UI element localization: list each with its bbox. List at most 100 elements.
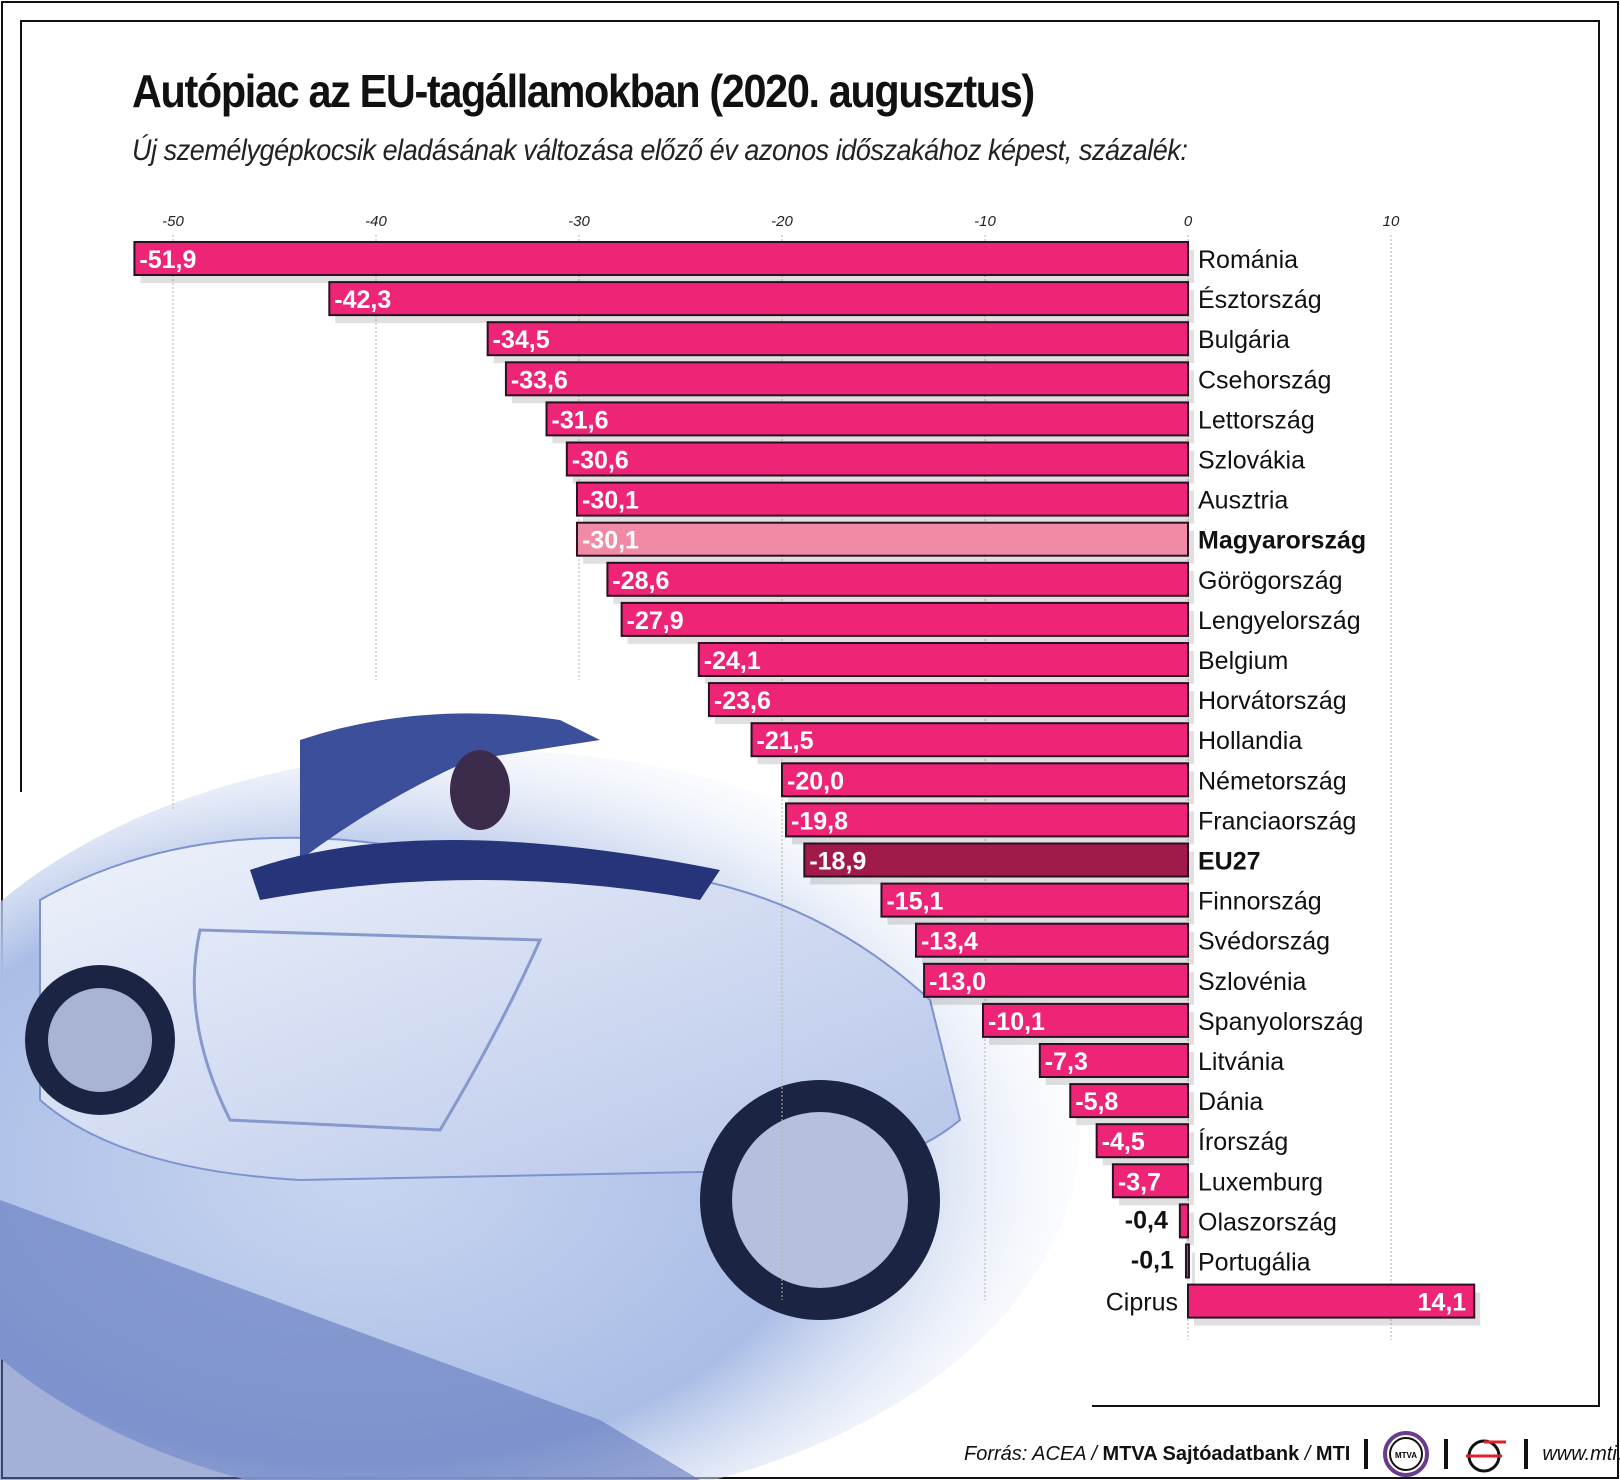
- bar-shadow: [1191, 1252, 1195, 1286]
- chart-subtitle: Új személygépkocsik eladásának változása…: [132, 134, 1188, 167]
- bar: [1095, 1123, 1190, 1159]
- bar: [981, 1002, 1189, 1038]
- category-label: Észtország: [1198, 285, 1322, 314]
- source-mti: MTI: [1315, 1442, 1351, 1465]
- x-tick-label: -20: [771, 213, 793, 230]
- bar-shadow: [1185, 1212, 1194, 1246]
- category-label: Csehország: [1198, 366, 1331, 394]
- bar: [545, 401, 1189, 437]
- mtva-logo-icon: MTVA: [1383, 1431, 1430, 1477]
- data-label: -34,5: [493, 326, 550, 354]
- data-label: -0,1: [1131, 1247, 1174, 1275]
- svg-text:MTVA: MTVA: [1395, 1451, 1417, 1460]
- frame-line: [20, 20, 22, 792]
- data-label: -33,6: [511, 366, 568, 394]
- bar: [1184, 1243, 1190, 1279]
- data-label: -4,5: [1102, 1128, 1145, 1156]
- data-label: -23,6: [714, 687, 771, 715]
- category-label: Franciaország: [1198, 807, 1356, 835]
- source-databank: MTVA Sajtóadatbank: [1102, 1442, 1300, 1465]
- bar: [1069, 1083, 1190, 1119]
- category-label: Magyarország: [1198, 527, 1366, 555]
- bar: [803, 842, 1190, 878]
- data-label: -30,1: [582, 527, 639, 555]
- bar: [785, 802, 1189, 838]
- category-label: Lengyelország: [1198, 607, 1361, 635]
- bar: [133, 241, 1189, 276]
- x-tick-label: 10: [1383, 213, 1400, 230]
- category-label: Luxemburg: [1198, 1168, 1323, 1196]
- bar: [1187, 1283, 1476, 1319]
- bar: [697, 642, 1190, 677]
- category-label: Szlovákia: [1198, 447, 1305, 475]
- bar: [1038, 1043, 1190, 1078]
- data-label: -20,0: [787, 767, 844, 795]
- bar: [880, 882, 1189, 918]
- category-label: Olaszország: [1198, 1208, 1337, 1236]
- bar: [1178, 1203, 1190, 1239]
- category-label: Szlovénia: [1198, 968, 1306, 996]
- data-label: -10,1: [988, 1008, 1045, 1036]
- data-label: -28,6: [612, 567, 669, 595]
- bar: [923, 962, 1189, 998]
- category-label: Svédország: [1198, 928, 1330, 956]
- category-label: Németország: [1198, 767, 1347, 795]
- data-label: -51,9: [139, 246, 196, 274]
- data-label: -13,0: [929, 968, 986, 996]
- data-label: -19,8: [791, 807, 848, 835]
- divider: [1524, 1439, 1529, 1469]
- category-label: Belgium: [1198, 647, 1288, 675]
- data-label: -27,9: [627, 607, 684, 635]
- category-label: Litvánia: [1198, 1048, 1284, 1076]
- x-tick-label: -50: [162, 213, 184, 230]
- category-label: Portugália: [1198, 1249, 1311, 1277]
- bar: [750, 722, 1189, 758]
- category-label: Ciprus: [1106, 1289, 1178, 1317]
- data-label: -13,4: [921, 928, 978, 956]
- bar: [914, 922, 1189, 958]
- category-label: Lettország: [1198, 406, 1315, 434]
- frame-line: [1092, 1405, 1600, 1407]
- category-label: Görögország: [1198, 567, 1343, 595]
- category-label: Ausztria: [1198, 487, 1288, 515]
- bar: [504, 361, 1190, 397]
- category-label: EU27: [1198, 848, 1261, 876]
- frame-line: [20, 20, 1600, 22]
- bar: [620, 601, 1189, 637]
- data-label: -5,8: [1075, 1088, 1118, 1116]
- x-tick-label: -40: [365, 213, 387, 230]
- divider: [1364, 1439, 1369, 1469]
- bar: [575, 481, 1189, 517]
- car-photo: [0, 713, 1080, 1480]
- category-label: Horvátország: [1198, 687, 1347, 715]
- bar: [565, 441, 1189, 477]
- bar: [486, 321, 1189, 357]
- source-separator: /: [1299, 1442, 1316, 1465]
- category-label: Spanyolország: [1198, 1008, 1363, 1036]
- x-tick-label: 0: [1184, 213, 1193, 230]
- source-prefix: Forrás: ACEA /: [964, 1442, 1103, 1465]
- data-label: -42,3: [334, 286, 391, 314]
- category-label: Románia: [1198, 246, 1298, 274]
- bar: [575, 521, 1189, 557]
- divider: [1444, 1439, 1449, 1469]
- category-label: Írország: [1198, 1127, 1288, 1156]
- data-label: -30,1: [582, 487, 639, 515]
- data-label: -15,1: [886, 888, 943, 916]
- bar: [781, 762, 1189, 798]
- data-label: -18,9: [809, 848, 866, 876]
- data-label: -7,3: [1045, 1048, 1088, 1076]
- data-label: 14,1: [1418, 1289, 1467, 1317]
- x-tick-label: -10: [974, 213, 996, 230]
- category-label: Bulgária: [1198, 326, 1290, 354]
- footer: Forrás: ACEA / MTVA Sajtóadatbank / MTI …: [964, 1430, 1620, 1478]
- bar: [328, 281, 1189, 317]
- data-label: -31,6: [552, 406, 609, 434]
- x-tick-label: -30: [568, 213, 590, 230]
- bar: [606, 561, 1189, 597]
- data-label: -30,6: [572, 447, 629, 475]
- frame-line: [1598, 20, 1600, 1406]
